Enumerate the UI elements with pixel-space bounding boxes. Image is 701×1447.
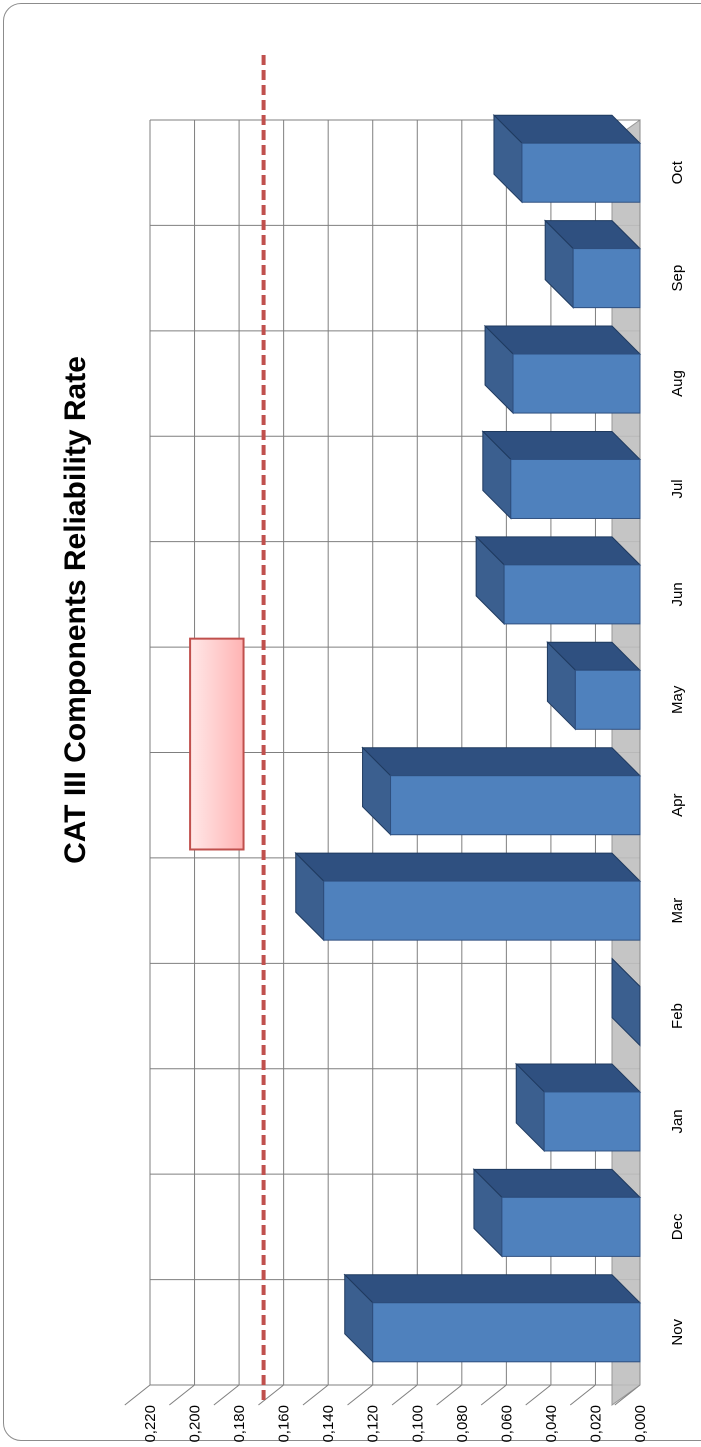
x-category-label: Jun bbox=[669, 582, 686, 606]
y-tick-label: 0,060 bbox=[498, 1405, 515, 1443]
y-tick-label: 0,200 bbox=[187, 1405, 204, 1443]
bar bbox=[510, 458, 641, 519]
y-axis-tick-labels: 0,000 0,020 0,040 0,060 0,080 0,100 0,120 0,140… bbox=[142, 1405, 649, 1443]
grid-depth-tick bbox=[213, 1384, 240, 1406]
bar-side-face bbox=[343, 1274, 642, 1304]
y-tick-label: 0,040 bbox=[543, 1405, 560, 1443]
bar-side-face bbox=[294, 852, 642, 882]
grid-depth-tick bbox=[569, 1384, 596, 1406]
y-tick-label: 0,120 bbox=[365, 1405, 382, 1443]
y-tick-label: 0,220 bbox=[142, 1405, 159, 1443]
bar-end-face bbox=[611, 957, 641, 1047]
grid-depth-tick bbox=[347, 1384, 374, 1406]
grid-depth-tick bbox=[480, 1384, 507, 1406]
x-category-label: Sep bbox=[669, 265, 686, 292]
grid-depth-tick bbox=[391, 1384, 418, 1406]
y-tick-label: 0,000 bbox=[632, 1405, 649, 1443]
x-category-label: Oct bbox=[669, 160, 686, 184]
bar bbox=[390, 775, 641, 836]
chart-title: CAT III Components Reliability Rate bbox=[59, 356, 92, 864]
y-tick-label: 0,140 bbox=[320, 1405, 337, 1443]
bar-side-face bbox=[361, 747, 642, 777]
bar bbox=[512, 353, 641, 414]
x-category-label: Dec bbox=[669, 1213, 686, 1240]
bar bbox=[572, 248, 641, 309]
grid-depth-tick bbox=[525, 1384, 552, 1406]
bar bbox=[574, 669, 641, 730]
x-category-label: Aug bbox=[669, 370, 686, 397]
x-category-label: Jan bbox=[669, 1109, 686, 1133]
grid-depth-tick bbox=[124, 1384, 151, 1406]
y-tick-label: 0,080 bbox=[454, 1405, 471, 1443]
y-tick-label: 0,180 bbox=[231, 1405, 248, 1443]
legend-layer bbox=[189, 637, 245, 851]
bar-side-face bbox=[474, 536, 642, 566]
x-category-label: Jul bbox=[669, 479, 686, 498]
grid-depth-tick bbox=[436, 1384, 463, 1406]
bar bbox=[372, 1302, 641, 1363]
x-category-label: May bbox=[669, 685, 686, 714]
bar bbox=[521, 142, 641, 203]
bar bbox=[501, 1196, 641, 1257]
bar bbox=[543, 1091, 641, 1152]
y-tick-label: 0,020 bbox=[587, 1405, 604, 1443]
x-axis-category-labels: Nov Dec Jan Feb Mar Apr May Jun Jul Aug Sep Oct bbox=[669, 160, 686, 1345]
y-tick-label: 0,160 bbox=[276, 1405, 293, 1443]
grid-depth-tick bbox=[169, 1384, 195, 1406]
bar bbox=[503, 564, 641, 625]
x-category-label: Mar bbox=[669, 898, 686, 924]
bar bbox=[323, 880, 641, 941]
y-tick-label: 0,100 bbox=[409, 1405, 426, 1443]
grid-depth-tick bbox=[258, 1384, 284, 1406]
x-category-label: Apr bbox=[669, 794, 686, 817]
bar-layer bbox=[294, 113, 642, 1364]
x-category-label: Nov bbox=[669, 1318, 686, 1345]
grid-depth-tick bbox=[302, 1384, 329, 1406]
x-category-label: Feb bbox=[669, 1003, 686, 1029]
bar-side-face bbox=[472, 1168, 642, 1198]
legend-marker bbox=[189, 637, 245, 851]
